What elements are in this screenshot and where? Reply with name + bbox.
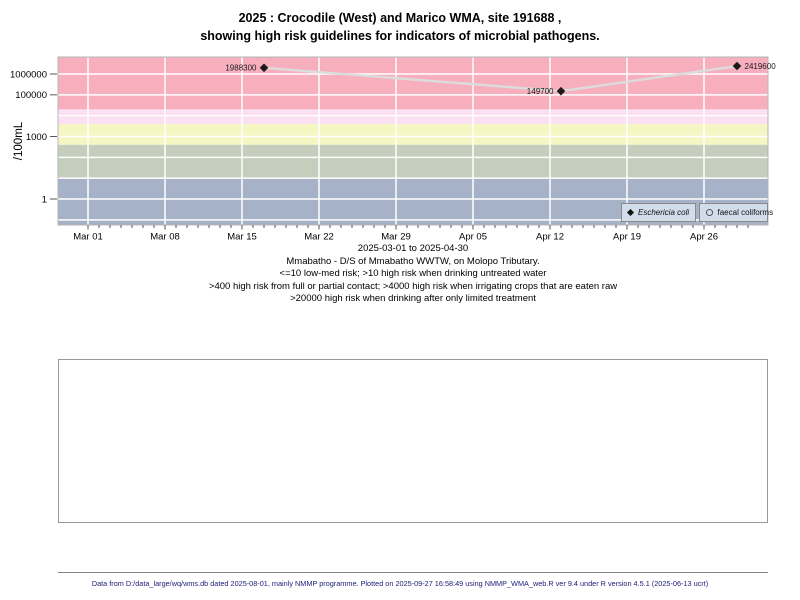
caption-risk-3: >20000 high risk when drinking after onl… xyxy=(290,293,536,305)
y-axis-title: /100mL xyxy=(13,121,25,160)
x-axis-tick-label: Mar 15 xyxy=(227,232,257,243)
data-point-label: 2419600 xyxy=(745,62,777,71)
blank-plot-box xyxy=(58,359,768,523)
risk-chart: Mar 01 Mar 08 Mar 15 Mar 22 Mar 29 Apr 05 Apr … xyxy=(10,56,777,243)
risk-band xyxy=(58,123,768,145)
data-point-label: 1988300 xyxy=(225,64,257,73)
x-axis-tick-label: Apr 12 xyxy=(536,232,564,243)
risk-bands xyxy=(58,57,768,225)
legend: Eschericia coli faecal coliforms xyxy=(621,203,773,222)
y-axis: 1000000 100000 1000 1/100mL xyxy=(10,69,57,205)
data-point-marker xyxy=(259,63,269,73)
data-point-label: 149700 xyxy=(527,87,554,96)
y-axis-tick-label: 1 xyxy=(42,194,47,205)
caption-block: Mmabatho - D/S of Mmabatho WWTW, on Molo… xyxy=(58,256,768,306)
x-axis: Mar 01 Mar 08 Mar 15 Mar 22 Mar 29 Apr 05 Apr … xyxy=(73,225,749,243)
risk-band xyxy=(58,144,768,179)
open-circle-icon xyxy=(706,209,713,216)
x-axis-tick-label: Mar 08 xyxy=(150,232,180,243)
filled-diamond-icon xyxy=(626,208,635,217)
legend-item-faecal-coliforms: faecal coliforms xyxy=(699,203,773,222)
footer-provenance-text: Data from D:/data_large/wq/wms.db dated … xyxy=(91,579,709,588)
risk-band xyxy=(58,57,768,110)
y-axis-tick-label: 100000 xyxy=(15,90,47,101)
x-axis-tick-label: Apr 26 xyxy=(690,232,718,243)
caption-risk-2: >400 high risk from full or partial cont… xyxy=(208,280,618,292)
data-point-marker xyxy=(556,86,566,96)
caption-site: Mmabatho - D/S of Mmabatho WWTW, on Molo… xyxy=(286,256,540,267)
data-point-marker xyxy=(732,61,742,71)
x-axis-tick-label: Apr 05 xyxy=(459,232,487,243)
chart-title: 2025 : Crocodile (West) and Marico WMA, … xyxy=(0,9,800,45)
chart-title-line1: 2025 : Crocodile (West) and Marico WMA, … xyxy=(238,11,562,25)
legend-item-escherichia-coli: Eschericia coli xyxy=(621,203,696,222)
x-axis-period-label: 2025-03-01 to 2025-04-30 xyxy=(357,243,469,254)
legend-label: Eschericia coli xyxy=(638,208,690,217)
x-axis-tick-label: Apr 19 xyxy=(613,232,641,243)
x-axis-tick-label: Mar 01 xyxy=(73,232,103,243)
caption-risk-1: <=10 low-med risk; >10 high risk when dr… xyxy=(279,268,547,280)
legend-label: faecal coliforms xyxy=(717,208,774,217)
risk-band xyxy=(58,109,768,124)
y-axis-tick-label: 1000 xyxy=(26,132,47,143)
x-axis-tick-label: Mar 22 xyxy=(304,232,334,243)
chart-title-line2: showing high risk guidelines for indicat… xyxy=(200,29,600,43)
x-axis-tick-label: Mar 29 xyxy=(381,232,411,243)
footer-divider xyxy=(58,572,768,573)
series: 1988300 149700 2419600 xyxy=(225,61,777,96)
y-axis-tick-label: 1000000 xyxy=(10,69,47,80)
plot-panel-border xyxy=(57,56,769,226)
